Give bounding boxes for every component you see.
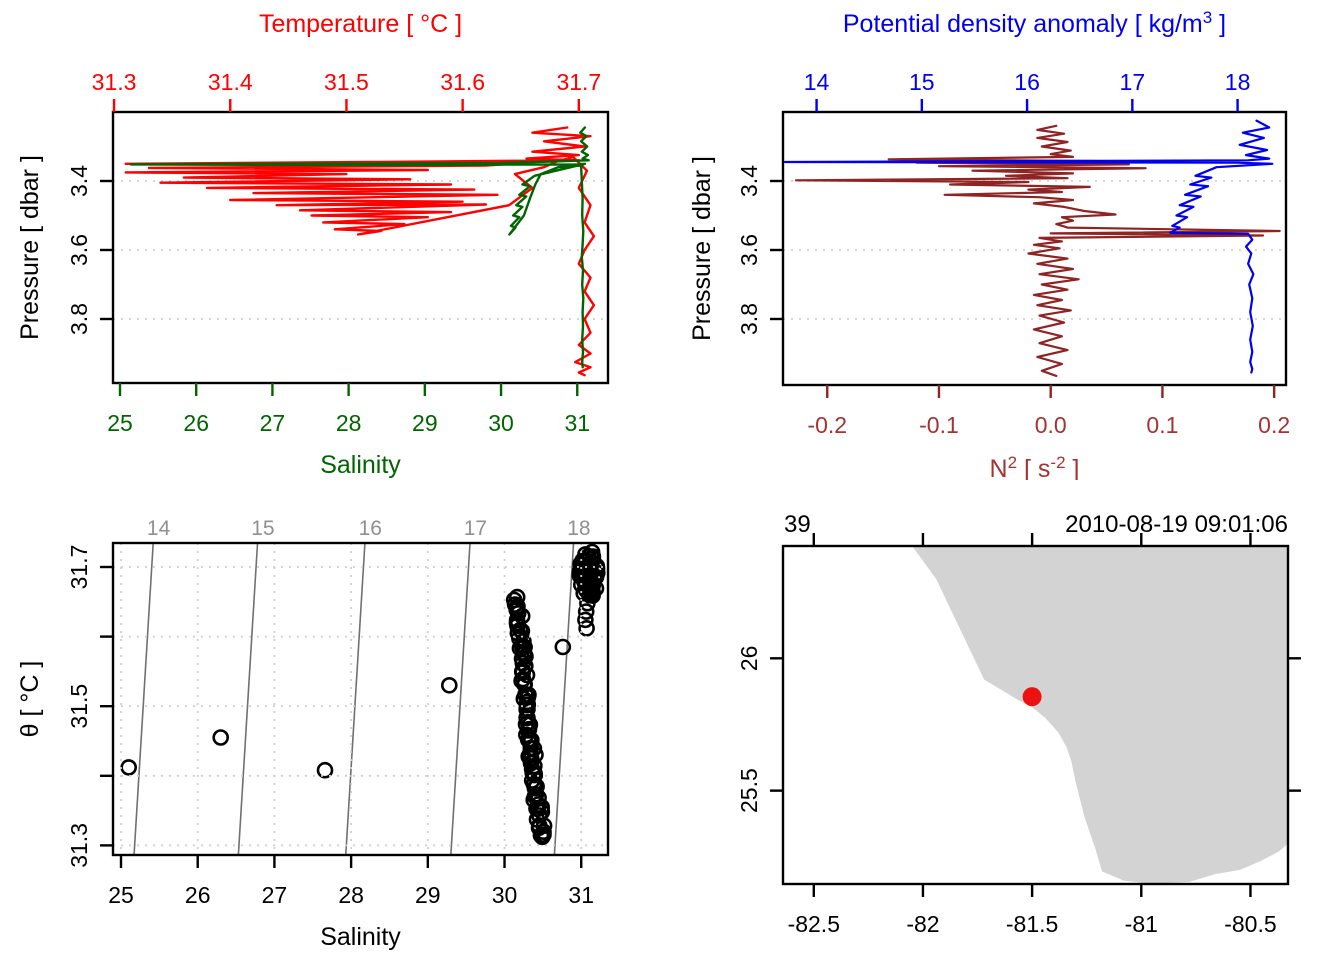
top-tick-label: 31.4: [208, 69, 253, 95]
ts-point: [577, 603, 595, 620]
top-tick-label: 15: [909, 69, 935, 95]
ts-point: [440, 677, 458, 694]
ts-point: [526, 779, 544, 797]
panel-temperature-salinity-profile: 31.3 31.4 31.5 31.6 31.7 Temperature [ °C ] 25…: [16, 10, 610, 479]
top-tick-label: 31.7: [556, 69, 601, 95]
plot-box: [781, 544, 1290, 886]
bottom-tick-label: 28: [338, 882, 364, 908]
left-tick-label: 31.3: [66, 823, 92, 868]
ts-point: [511, 621, 529, 639]
isopycnal-line: [344, 542, 366, 856]
left-tick-label: 3.8: [736, 303, 762, 335]
ts-point: [579, 594, 596, 612]
left-tick-label: 31.5: [66, 684, 92, 729]
ts-point: [579, 565, 597, 582]
plot-box: [111, 541, 610, 857]
bottom-tick-label: 26: [185, 882, 211, 908]
bottom-axis-title: N2 [ s-2 ]: [990, 453, 1080, 480]
isopycnal-line: [553, 542, 575, 856]
bottom-tick-label: 26: [183, 410, 209, 436]
top-tick-label: 31.5: [324, 69, 369, 95]
map-area: [912, 546, 1288, 884]
station-time-label: 2010-08-19 09:01:06: [1065, 511, 1288, 538]
bottom-tick-label: 0.1: [1146, 412, 1178, 438]
left-tick-label: 31.7: [66, 545, 92, 590]
bottom-axis-title: Salinity: [320, 451, 401, 479]
ts-point: [577, 611, 594, 629]
left-axis-title: θ [ °C ]: [16, 661, 44, 738]
gridlines: [783, 180, 1286, 320]
bottom-tick-label: -0.2: [807, 412, 847, 438]
plot-box: [781, 110, 1288, 387]
left-axis-title: Pressure [ dbar ]: [16, 155, 44, 340]
bottom-tick-label: 31: [568, 882, 594, 908]
top-axis-title: Potential density anomaly [ kg/m3 ]: [843, 8, 1226, 38]
bottom-tick-label: 25: [108, 882, 134, 908]
isopycnal-label: 14: [147, 517, 171, 540]
station-number-label: 39: [784, 511, 811, 538]
top-tick-label: 31.6: [440, 69, 485, 95]
left-tick-label: 3.4: [736, 165, 762, 197]
bottom-tick-label: -81: [1125, 911, 1158, 937]
ts-point: [571, 566, 589, 583]
ts-point: [587, 568, 605, 586]
isopycnal-label: 17: [464, 517, 487, 540]
bottom-tick-label: -80.5: [1224, 911, 1276, 937]
left-tick-label: 3.6: [736, 234, 762, 266]
top-tick-label: 16: [1014, 69, 1040, 95]
bottom-tick-label: 25: [107, 410, 133, 436]
panel-ts-diagram: 14 15 16 17 18 25 26 27 28 29 30 31 Salinity 31.3 31.5…: [16, 517, 610, 951]
isopycnal-line: [450, 542, 471, 856]
ts-point: [120, 759, 137, 776]
bottom-tick-label: 0.2: [1258, 412, 1290, 438]
ts-points: [120, 543, 606, 846]
bottom-tick-label: -82: [906, 911, 939, 937]
ts-point: [554, 638, 572, 656]
isopycnal-label: 15: [251, 517, 274, 540]
land-polygon: [912, 546, 1288, 884]
panel-station-map: -82.5 -82 -81.5 -81 -80.5 25.5 26 39 2010-08-19 …: [736, 511, 1301, 937]
top-tick-label: 14: [804, 69, 830, 95]
top-tick-label: 17: [1120, 69, 1146, 95]
left-tick-label: 26: [736, 646, 762, 672]
ts-point: [316, 761, 334, 779]
ts-point: [533, 828, 551, 846]
bottom-tick-label: 29: [415, 882, 441, 908]
left-tick-label: 3.4: [66, 165, 92, 197]
left-tick-label: 3.6: [66, 234, 92, 266]
top-tick-label: 18: [1225, 69, 1251, 95]
bottom-tick-label: 0.0: [1035, 412, 1067, 438]
top-tick-label: 31.3: [92, 69, 137, 95]
left-tick-label: 3.8: [66, 303, 92, 335]
density-profile: [783, 119, 1274, 374]
plot-box: [111, 110, 610, 385]
bottom-tick-label: -0.1: [919, 412, 959, 438]
bottom-tick-label: 30: [492, 882, 518, 908]
isopycnal-label: 18: [567, 517, 590, 540]
isopycnal-line: [237, 542, 259, 856]
panel-density-n2-profile: 14 15 16 17 18 Potential density anomaly [ kg…: [688, 8, 1290, 480]
ts-point: [212, 729, 229, 746]
bottom-tick-label: 29: [412, 410, 438, 436]
station-dot: [1022, 687, 1042, 707]
left-axis-title: Pressure [ dbar ]: [688, 156, 716, 341]
bottom-tick-label: 28: [336, 410, 362, 436]
ts-point: [516, 638, 533, 656]
isopycnal-label: 16: [359, 517, 382, 540]
bottom-tick-label: 27: [260, 410, 286, 436]
left-tick-label: 25.5: [736, 768, 762, 813]
salinity-profile: [129, 126, 590, 369]
bottom-tick-label: 31: [564, 410, 590, 436]
bottom-tick-label: -81.5: [1006, 911, 1058, 937]
top-axis-title: Temperature [ °C ]: [259, 10, 462, 38]
bottom-tick-label: 30: [488, 410, 514, 436]
ts-point: [535, 817, 553, 835]
ts-point: [578, 620, 595, 637]
bottom-tick-label: -82.5: [788, 911, 840, 937]
bottom-tick-label: 27: [262, 882, 288, 908]
bottom-axis-title: Salinity: [320, 923, 401, 951]
ts-point: [577, 546, 594, 563]
isopycnal-line: [133, 542, 155, 856]
